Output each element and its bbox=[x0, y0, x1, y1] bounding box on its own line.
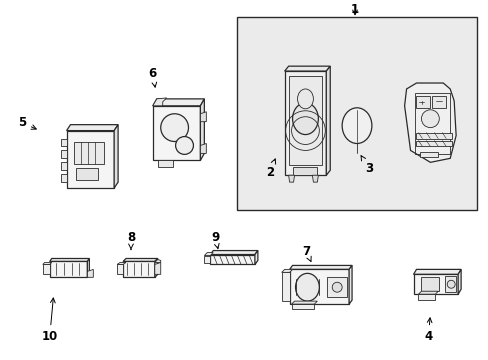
Ellipse shape bbox=[175, 136, 193, 154]
Bar bbox=[416, 140, 451, 147]
Ellipse shape bbox=[297, 89, 313, 109]
Polygon shape bbox=[114, 125, 118, 188]
Polygon shape bbox=[42, 265, 50, 274]
Polygon shape bbox=[61, 162, 66, 170]
Polygon shape bbox=[155, 260, 161, 262]
Bar bbox=[420, 152, 437, 157]
Text: 8: 8 bbox=[126, 231, 135, 250]
Polygon shape bbox=[200, 144, 206, 153]
Text: 2: 2 bbox=[265, 159, 275, 179]
Text: 10: 10 bbox=[41, 298, 58, 343]
Bar bbox=[237, 17, 476, 210]
Polygon shape bbox=[200, 112, 206, 122]
Polygon shape bbox=[348, 265, 351, 304]
Polygon shape bbox=[254, 251, 257, 265]
Polygon shape bbox=[87, 258, 89, 277]
Polygon shape bbox=[284, 66, 329, 71]
Text: 5: 5 bbox=[18, 116, 36, 129]
Polygon shape bbox=[42, 262, 52, 265]
Polygon shape bbox=[204, 256, 210, 264]
Ellipse shape bbox=[342, 108, 371, 144]
Polygon shape bbox=[291, 301, 317, 304]
Polygon shape bbox=[289, 265, 351, 269]
Polygon shape bbox=[123, 261, 155, 277]
Ellipse shape bbox=[421, 110, 438, 128]
Ellipse shape bbox=[447, 280, 454, 288]
Polygon shape bbox=[326, 277, 346, 297]
Polygon shape bbox=[152, 106, 200, 160]
Polygon shape bbox=[152, 98, 166, 106]
Ellipse shape bbox=[292, 103, 318, 135]
Polygon shape bbox=[204, 252, 213, 256]
Polygon shape bbox=[61, 174, 66, 182]
Polygon shape bbox=[325, 66, 329, 175]
Bar bbox=[288, 76, 322, 165]
Polygon shape bbox=[66, 131, 114, 188]
Text: 7: 7 bbox=[302, 245, 310, 261]
Ellipse shape bbox=[295, 273, 319, 301]
Polygon shape bbox=[158, 160, 172, 167]
Polygon shape bbox=[418, 294, 434, 300]
Bar bbox=[292, 167, 317, 175]
Bar bbox=[76, 168, 98, 180]
Polygon shape bbox=[312, 175, 318, 182]
Bar bbox=[414, 93, 449, 154]
Bar bbox=[416, 132, 451, 139]
Text: 6: 6 bbox=[148, 67, 157, 87]
Polygon shape bbox=[404, 83, 455, 162]
Text: 1: 1 bbox=[350, 3, 358, 16]
Polygon shape bbox=[281, 273, 289, 301]
Polygon shape bbox=[87, 269, 93, 277]
Polygon shape bbox=[210, 251, 257, 255]
Polygon shape bbox=[418, 291, 437, 294]
Polygon shape bbox=[61, 150, 66, 158]
Polygon shape bbox=[50, 258, 89, 261]
Polygon shape bbox=[50, 261, 87, 277]
Polygon shape bbox=[152, 99, 204, 106]
Text: 3: 3 bbox=[360, 156, 372, 175]
Polygon shape bbox=[200, 99, 204, 160]
Polygon shape bbox=[288, 175, 294, 182]
Polygon shape bbox=[413, 269, 460, 274]
Bar bbox=[416, 96, 429, 108]
Polygon shape bbox=[413, 274, 457, 294]
Text: 9: 9 bbox=[211, 231, 219, 248]
Polygon shape bbox=[281, 269, 292, 273]
Polygon shape bbox=[284, 71, 325, 175]
Polygon shape bbox=[445, 276, 455, 292]
Polygon shape bbox=[155, 262, 161, 274]
Polygon shape bbox=[117, 262, 126, 265]
Bar bbox=[74, 143, 104, 164]
Polygon shape bbox=[291, 304, 314, 309]
Bar bbox=[421, 277, 438, 291]
Polygon shape bbox=[210, 255, 254, 265]
Polygon shape bbox=[61, 139, 66, 147]
Polygon shape bbox=[66, 125, 118, 131]
Polygon shape bbox=[117, 265, 123, 274]
Polygon shape bbox=[457, 269, 460, 294]
Polygon shape bbox=[155, 258, 158, 277]
Ellipse shape bbox=[161, 114, 188, 141]
Bar bbox=[431, 96, 446, 108]
Ellipse shape bbox=[331, 282, 342, 292]
Text: 4: 4 bbox=[424, 318, 431, 343]
Polygon shape bbox=[123, 258, 158, 261]
Polygon shape bbox=[289, 269, 348, 304]
